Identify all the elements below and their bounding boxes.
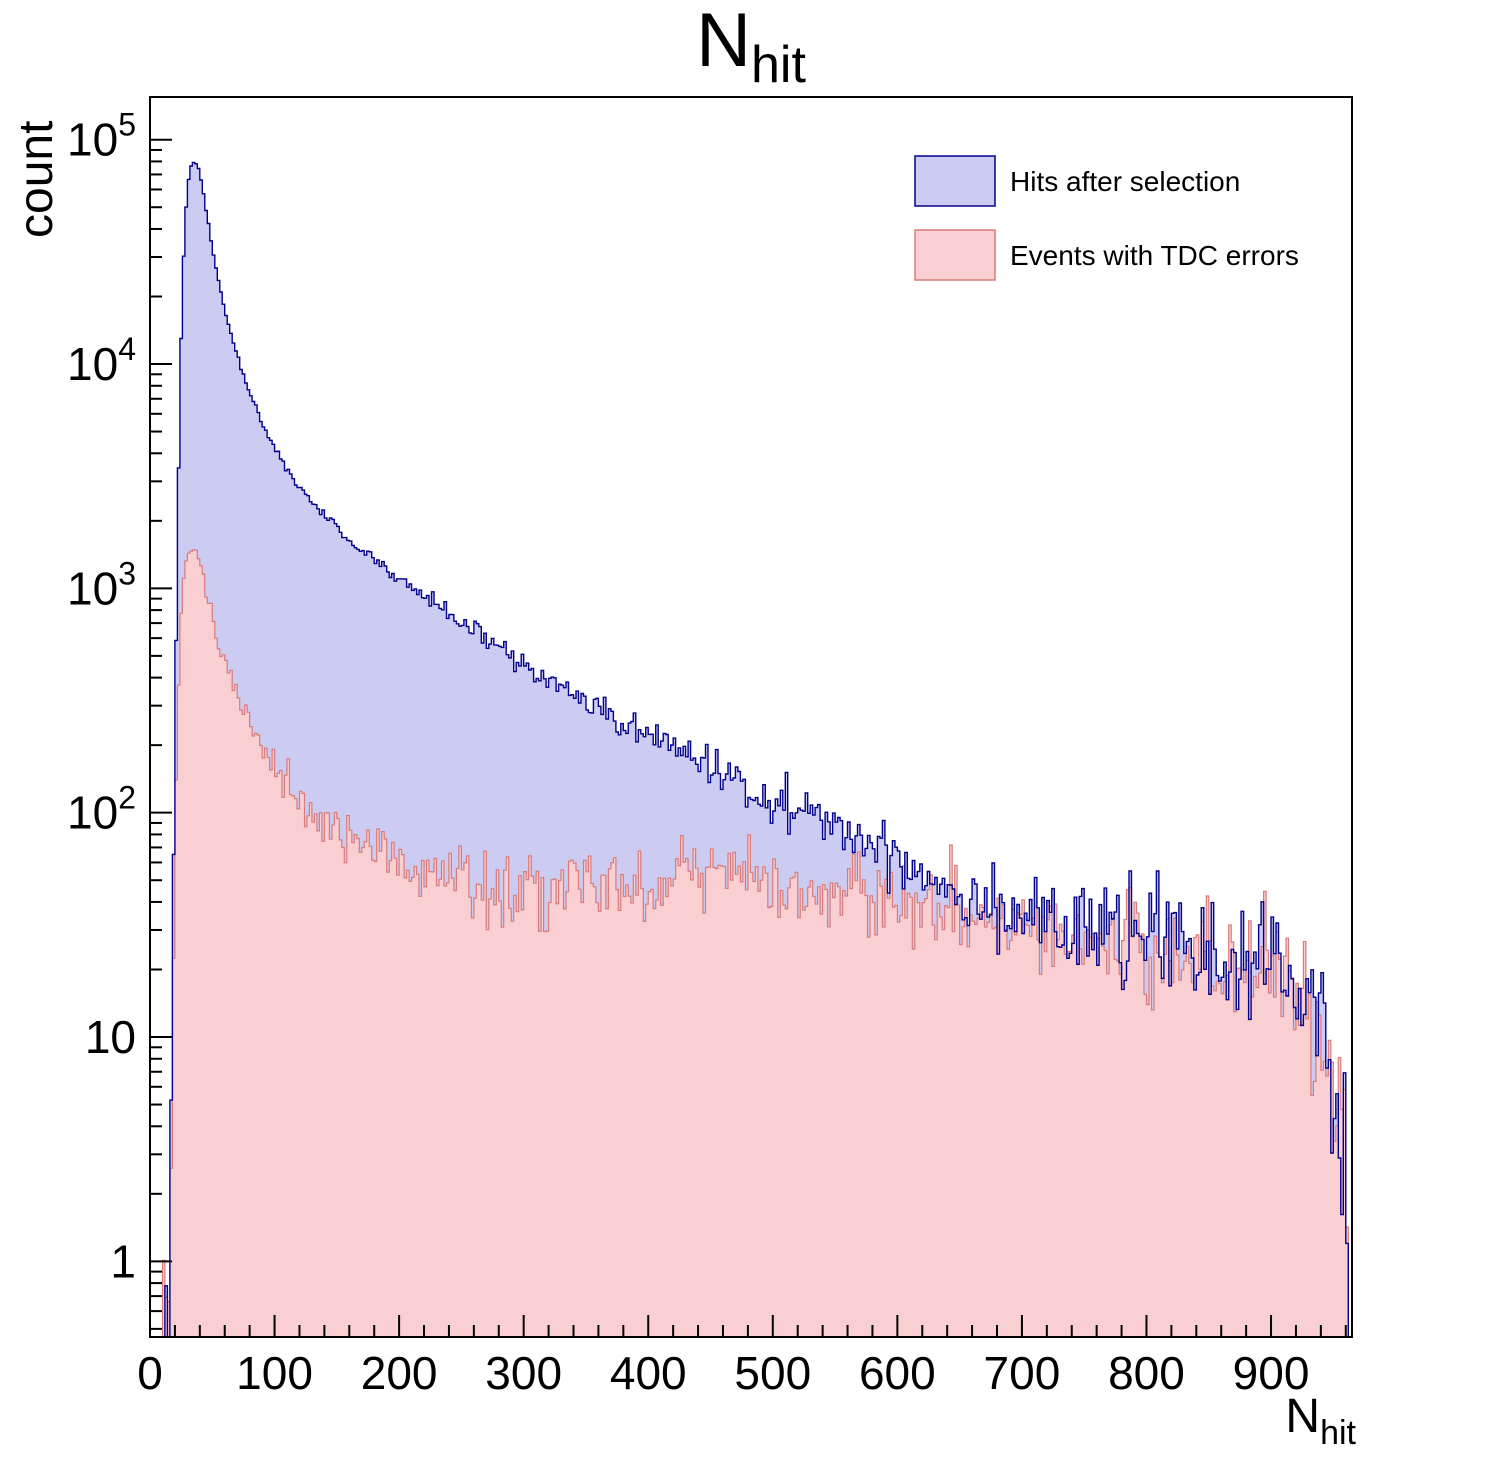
y-tick-label: 104	[67, 331, 136, 390]
y-tick-label: 1	[110, 1235, 136, 1287]
legend-item-hits-after-selection: Hits after selection	[914, 155, 1240, 207]
axis-ticks	[149, 138, 1347, 1337]
plot-frame	[149, 96, 1353, 1338]
legend-item-events-tdc-errors: Events with TDC errors	[914, 229, 1299, 281]
y-tick-label: 10	[85, 1011, 136, 1063]
x-tick-label: 100	[236, 1347, 313, 1399]
x-axis-title: Nhit	[1285, 1390, 1356, 1452]
x-tick-label: 400	[610, 1347, 687, 1399]
series-fill-events-tdc-errors	[162, 549, 1349, 1337]
legend-label-events-tdc-errors: Events with TDC errors	[1010, 240, 1299, 271]
y-tick-label: 102	[67, 780, 136, 839]
x-tick-label: 300	[485, 1347, 562, 1399]
chart-title: Nhit	[696, 0, 806, 94]
x-tick-label: 200	[361, 1347, 438, 1399]
histogram-layer	[161, 161, 1349, 1337]
legend-swatch-events-tdc-errors	[914, 229, 996, 281]
series-outline-hits-after-selection	[164, 161, 1349, 1337]
x-tick-label: 800	[1108, 1347, 1185, 1399]
y-tick-label: 105	[67, 107, 136, 166]
axis-tick-labels: 0 100 200 300 400 500 600 700 800 900 1 10 102 103 104…	[67, 107, 1309, 1399]
x-tick-label: 600	[859, 1347, 936, 1399]
y-tick-label: 103	[67, 555, 136, 614]
x-tick-label: 500	[734, 1347, 811, 1399]
x-tick-label: 700	[984, 1347, 1061, 1399]
series-outline-events-tdc-errors	[161, 549, 1349, 1337]
y-axis-title: count	[10, 121, 63, 238]
x-tick-label: 900	[1233, 1347, 1310, 1399]
legend-swatch-hits-after-selection	[914, 155, 996, 207]
legend-label-hits-after-selection: Hits after selection	[1010, 166, 1240, 197]
legend: Hits after selection Events with TDC err…	[914, 155, 1299, 281]
x-tick-label: 0	[137, 1347, 163, 1399]
